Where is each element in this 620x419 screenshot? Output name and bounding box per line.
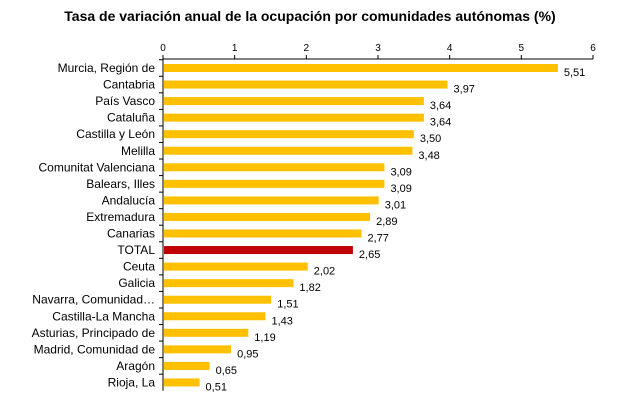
value-label: 1,51	[277, 299, 298, 311]
bar	[164, 80, 448, 89]
category-label: Asturias, Principado de	[32, 326, 156, 340]
category-label: País Vasco	[95, 94, 155, 108]
bar	[164, 312, 266, 321]
value-label: 3,48	[418, 150, 439, 162]
value-label: 3,01	[385, 199, 406, 211]
bar	[164, 262, 308, 271]
value-label: 2,65	[359, 249, 380, 261]
category-label: Navarra, Comunidad…	[32, 293, 155, 307]
category-label: Castilla y León	[76, 127, 155, 141]
value-label: 0,95	[237, 348, 258, 360]
x-tick-label: 2	[304, 43, 310, 54]
value-label: 3,64	[430, 117, 451, 129]
category-label: Comunitat Valenciana	[38, 160, 155, 174]
x-tick-label: 1	[232, 43, 238, 54]
category-label: Balears, Illes	[86, 177, 155, 191]
bar	[164, 146, 413, 155]
bar	[164, 295, 272, 304]
bar	[164, 196, 379, 205]
bar	[164, 130, 414, 139]
x-tick-label: 4	[447, 43, 453, 54]
category-label: Aragón	[116, 359, 155, 373]
value-label: 2,89	[376, 216, 397, 228]
category-label: Castilla-La Mancha	[52, 309, 155, 323]
category-label: Cantabria	[103, 78, 155, 92]
category-label: Melilla	[121, 144, 155, 158]
bar	[164, 113, 424, 122]
value-label: 0,51	[206, 381, 227, 393]
x-tick-label: 3	[375, 43, 381, 54]
bar	[164, 328, 249, 337]
category-label: Canarias	[107, 227, 155, 241]
bar	[164, 361, 210, 370]
value-label: 0,65	[216, 365, 237, 377]
bar	[164, 163, 385, 172]
bar-total	[164, 246, 353, 255]
value-label: 3,50	[420, 133, 441, 145]
category-label: Madrid, Comunidad de	[34, 342, 156, 356]
value-label: 1,43	[271, 315, 292, 327]
category-label: Extremadura	[86, 210, 155, 224]
value-label: 3,64	[430, 100, 451, 112]
bar	[164, 279, 294, 288]
x-tick-label: 5	[519, 43, 525, 54]
category-label: Cataluña	[107, 111, 155, 125]
category-label: TOTAL	[117, 243, 155, 257]
category-label: Galicia	[118, 276, 155, 290]
category-label: Rioja, La	[108, 375, 156, 389]
bar	[164, 345, 232, 354]
bar	[164, 229, 362, 238]
value-label: 2,02	[314, 266, 335, 278]
bar	[164, 179, 385, 188]
chart-title: Tasa de variación anual de la ocupación …	[64, 8, 556, 24]
bar	[164, 212, 371, 221]
category-label: Murcia, Región de	[58, 61, 156, 75]
category-label: Ceuta	[123, 260, 155, 274]
value-label: 1,19	[254, 332, 275, 344]
bar	[164, 378, 200, 387]
bar	[164, 97, 424, 106]
value-label: 3,97	[454, 84, 475, 96]
x-tick-label: 0	[160, 43, 166, 54]
value-label: 2,77	[368, 233, 389, 245]
bar	[164, 64, 558, 72]
x-tick-label: 6	[590, 43, 596, 54]
value-label: 3,09	[390, 166, 411, 178]
value-label: 1,82	[299, 282, 320, 294]
category-label: Andalucía	[102, 193, 156, 207]
value-label: 5,51	[564, 67, 585, 79]
value-label: 3,09	[390, 183, 411, 195]
